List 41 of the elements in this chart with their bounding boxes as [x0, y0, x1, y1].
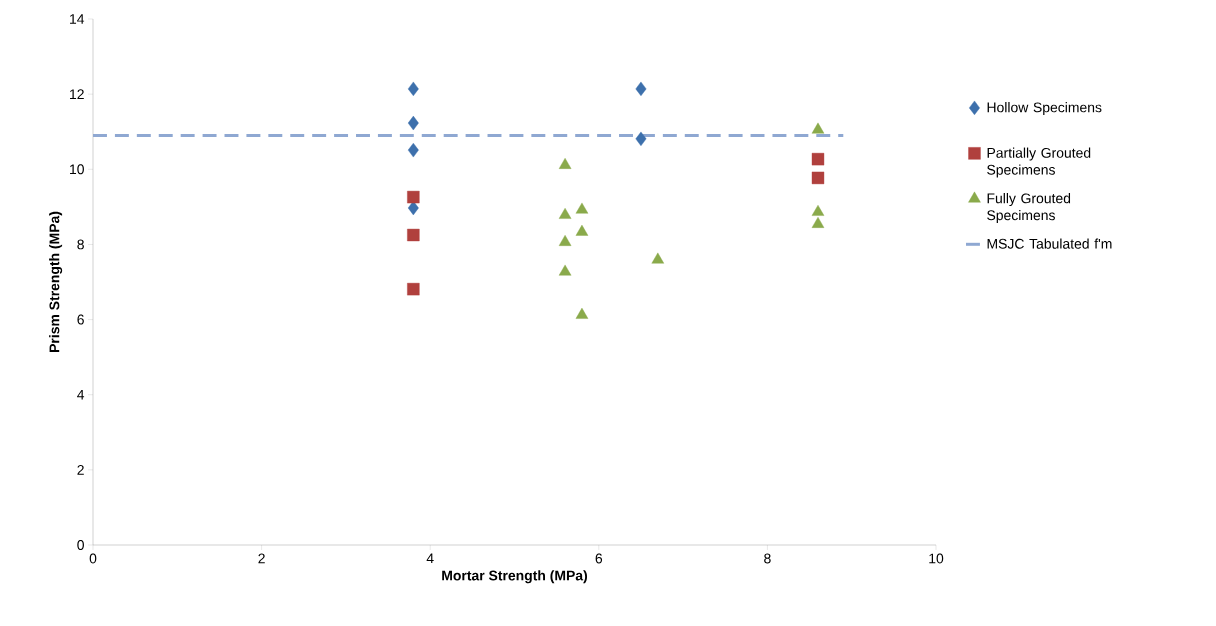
y-tick-label: 8: [77, 239, 84, 250]
y-tick-label: 4: [77, 389, 85, 400]
legend-label: Hollow Specimens: [987, 102, 1102, 116]
legend-label: Partially Grouted Specimens: [987, 147, 1091, 178]
point: [407, 81, 419, 97]
point: [558, 264, 572, 276]
legend-label: Fully Grouted Specimens: [987, 193, 1071, 223]
point: [811, 122, 825, 134]
point: [558, 157, 572, 169]
x-tick-label: 0: [89, 553, 97, 564]
point: [811, 171, 825, 185]
x-tick-label: 4: [426, 553, 434, 564]
y-tick-label: 2: [77, 464, 84, 475]
legend-label: MSJC Tabulated f'm: [987, 238, 1112, 249]
point: [811, 216, 825, 228]
point: [407, 190, 420, 204]
y-tick-label: 6: [77, 314, 84, 325]
point: [407, 228, 420, 242]
y-tick-label: 0: [77, 540, 84, 550]
point: [651, 252, 665, 264]
y-tick-label: 14: [70, 14, 85, 24]
point: [407, 142, 419, 158]
point: [575, 202, 589, 214]
x-tick-label: 10: [929, 553, 944, 564]
x-tick-label: 6: [595, 553, 603, 564]
y-tick-label: 10: [70, 164, 84, 175]
x-tick-label: 2: [258, 553, 265, 564]
y-axis-title: Prism Strength (MPa): [49, 211, 63, 352]
point: [635, 131, 647, 147]
point: [558, 207, 572, 219]
x-tick-label: 8: [764, 553, 771, 564]
point: [811, 204, 825, 216]
point: [558, 235, 572, 246]
point: [811, 152, 825, 166]
point: [575, 307, 589, 319]
point: [407, 115, 419, 131]
y-tick-label: 12: [70, 89, 84, 100]
point: [635, 81, 647, 97]
point: [575, 224, 589, 236]
point: [407, 282, 420, 296]
x-axis-title: Mortar Strength (MPa): [442, 570, 588, 584]
